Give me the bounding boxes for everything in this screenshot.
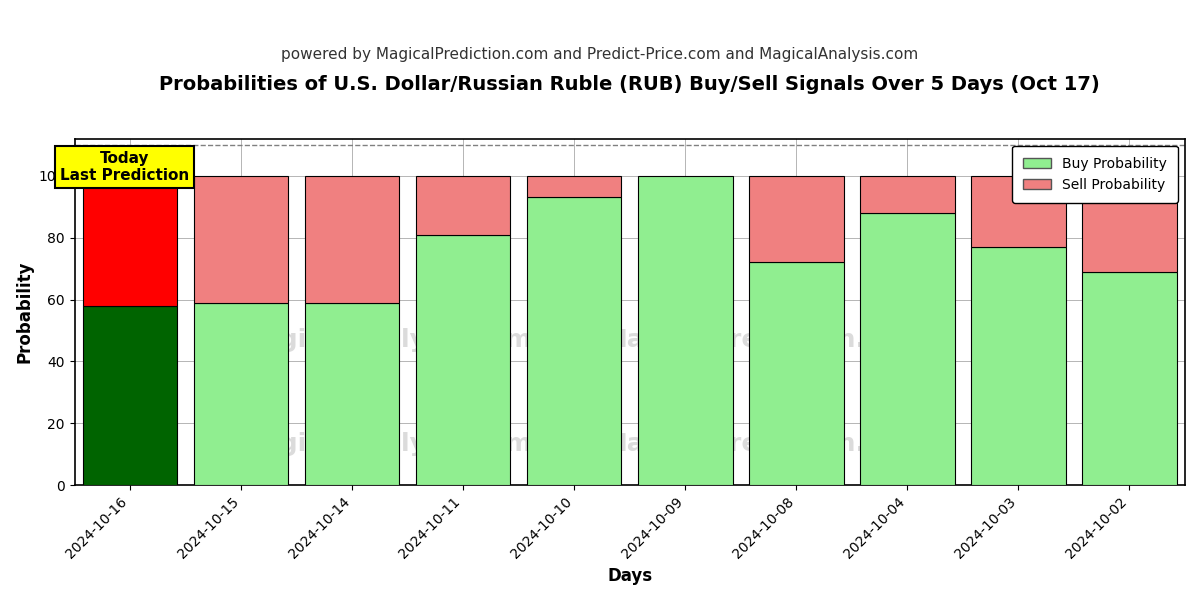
- Bar: [527, 176, 622, 197]
- Bar: [971, 176, 1066, 247]
- Bar: [194, 176, 288, 302]
- Bar: [83, 305, 178, 485]
- Text: Today
Last Prediction: Today Last Prediction: [60, 151, 190, 184]
- Legend: Buy Probability, Sell Probability: Buy Probability, Sell Probability: [1012, 146, 1178, 203]
- Bar: [527, 197, 622, 485]
- Bar: [305, 176, 400, 302]
- Bar: [1082, 272, 1177, 485]
- Bar: [638, 176, 732, 485]
- Bar: [971, 247, 1066, 485]
- X-axis label: Days: Days: [607, 567, 653, 585]
- Bar: [83, 176, 178, 305]
- Text: powered by MagicalPrediction.com and Predict-Price.com and MagicalAnalysis.com: powered by MagicalPrediction.com and Pre…: [281, 46, 919, 61]
- Text: MagicalPrediction.com: MagicalPrediction.com: [602, 328, 924, 352]
- Bar: [416, 176, 510, 235]
- Bar: [1082, 176, 1177, 272]
- Bar: [416, 235, 510, 485]
- Title: Probabilities of U.S. Dollar/Russian Ruble (RUB) Buy/Sell Signals Over 5 Days (O: Probabilities of U.S. Dollar/Russian Rub…: [160, 75, 1100, 94]
- Bar: [194, 302, 288, 485]
- Bar: [305, 302, 400, 485]
- Y-axis label: Probability: Probability: [16, 260, 34, 363]
- Text: MagicalAnalysis.com: MagicalAnalysis.com: [239, 431, 533, 455]
- Bar: [749, 176, 844, 262]
- Bar: [860, 176, 955, 213]
- Text: MagicalPrediction.com: MagicalPrediction.com: [602, 431, 924, 455]
- Text: MagicalAnalysis.com: MagicalAnalysis.com: [239, 328, 533, 352]
- Bar: [749, 262, 844, 485]
- Bar: [860, 213, 955, 485]
